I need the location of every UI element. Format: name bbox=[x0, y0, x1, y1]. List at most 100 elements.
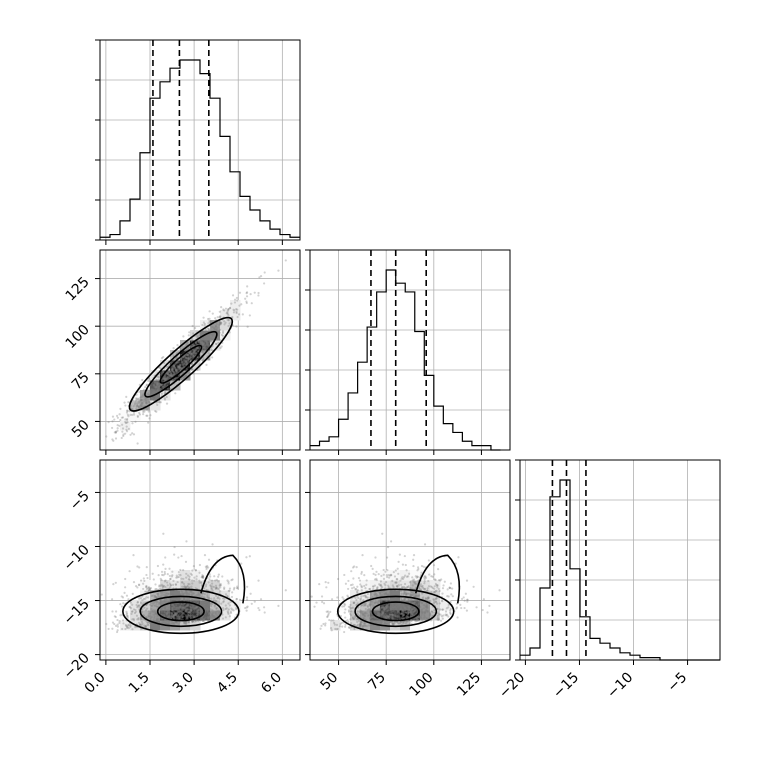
sample-point bbox=[402, 604, 405, 608]
sample-point bbox=[402, 603, 405, 606]
sample-point bbox=[148, 393, 151, 396]
x-tick-label: 100 bbox=[406, 670, 436, 700]
sample-point bbox=[167, 623, 170, 626]
sample-point bbox=[133, 403, 136, 406]
sample-point bbox=[352, 617, 355, 621]
sample-point bbox=[116, 424, 119, 427]
sample-point bbox=[196, 613, 199, 616]
sample-point bbox=[162, 376, 165, 379]
sample-point bbox=[177, 615, 180, 618]
sample-point bbox=[211, 338, 214, 341]
sample-point bbox=[427, 559, 430, 562]
sample-point bbox=[212, 599, 215, 602]
sample-point bbox=[407, 611, 410, 614]
sample-point bbox=[183, 597, 186, 600]
sample-point bbox=[205, 567, 208, 571]
sample-point bbox=[184, 348, 188, 351]
sample-point bbox=[136, 618, 139, 621]
sample-point bbox=[217, 334, 220, 337]
sample-point bbox=[380, 574, 383, 578]
sample-point bbox=[326, 615, 329, 619]
sample-point bbox=[157, 382, 160, 385]
sample-point bbox=[171, 615, 175, 619]
sample-point bbox=[388, 613, 392, 616]
density-cell bbox=[150, 590, 161, 601]
sample-point bbox=[236, 308, 239, 311]
sample-point bbox=[160, 613, 163, 616]
sample-point bbox=[169, 370, 172, 373]
sample-point bbox=[176, 616, 179, 620]
sample-point bbox=[147, 392, 150, 395]
sample-point bbox=[406, 616, 409, 619]
sample-point bbox=[472, 585, 475, 588]
sample-point bbox=[385, 606, 388, 609]
sample-point bbox=[363, 594, 366, 597]
sample-point bbox=[400, 583, 403, 586]
sample-point bbox=[158, 584, 161, 587]
sample-point bbox=[411, 602, 415, 605]
sample-point bbox=[141, 378, 144, 382]
sample-point bbox=[167, 375, 170, 378]
sample-point bbox=[166, 573, 169, 576]
density-cell bbox=[170, 570, 181, 581]
sample-point bbox=[151, 602, 155, 605]
sample-point bbox=[414, 595, 417, 598]
sample-point bbox=[419, 583, 423, 586]
sample-point bbox=[168, 374, 172, 377]
sample-point bbox=[405, 611, 408, 614]
sample-point bbox=[165, 612, 168, 615]
sample-point bbox=[184, 610, 187, 613]
sample-point bbox=[187, 598, 190, 602]
sample-point bbox=[369, 593, 372, 596]
sample-point bbox=[192, 564, 195, 568]
sample-point bbox=[404, 616, 408, 619]
sample-point bbox=[181, 364, 184, 367]
sample-point bbox=[349, 583, 353, 587]
sample-point bbox=[172, 620, 175, 623]
sample-point bbox=[215, 586, 218, 589]
sample-point bbox=[148, 612, 151, 616]
sample-point bbox=[127, 427, 130, 430]
sample-point bbox=[351, 606, 355, 609]
sample-point bbox=[382, 620, 385, 623]
sample-point bbox=[185, 354, 189, 357]
sample-point bbox=[174, 368, 177, 372]
sample-point bbox=[382, 606, 385, 609]
sample-point bbox=[162, 593, 165, 596]
contour-2 bbox=[139, 595, 223, 628]
sample-point bbox=[140, 405, 143, 408]
sample-point bbox=[186, 617, 189, 620]
sample-point bbox=[161, 371, 165, 374]
sample-point bbox=[160, 383, 163, 386]
sample-point bbox=[179, 367, 183, 370]
sample-point bbox=[423, 575, 426, 578]
sample-point bbox=[427, 585, 430, 588]
sample-point bbox=[177, 374, 181, 377]
sample-point bbox=[203, 617, 206, 621]
sample-point bbox=[204, 612, 207, 615]
sample-point bbox=[175, 620, 178, 624]
sample-point bbox=[170, 594, 173, 597]
sample-point bbox=[180, 602, 183, 606]
sample-point bbox=[137, 618, 140, 621]
sample-point bbox=[211, 333, 214, 337]
sample-point bbox=[338, 625, 342, 628]
sample-point bbox=[187, 603, 190, 606]
sample-point bbox=[422, 607, 426, 610]
sample-point bbox=[191, 620, 194, 623]
sample-point bbox=[248, 314, 251, 317]
sample-point bbox=[171, 592, 174, 595]
sample-point bbox=[195, 611, 198, 614]
sample-point bbox=[368, 624, 371, 627]
sample-point bbox=[153, 619, 156, 623]
density-cell bbox=[180, 590, 191, 601]
sample-point bbox=[193, 354, 196, 358]
sample-point bbox=[121, 430, 124, 433]
sample-point bbox=[188, 575, 191, 578]
sample-point bbox=[417, 615, 421, 618]
sample-point bbox=[378, 583, 381, 586]
sample-point bbox=[393, 593, 396, 596]
sample-point bbox=[393, 622, 396, 625]
sample-point bbox=[191, 599, 194, 602]
sample-point bbox=[188, 614, 191, 618]
